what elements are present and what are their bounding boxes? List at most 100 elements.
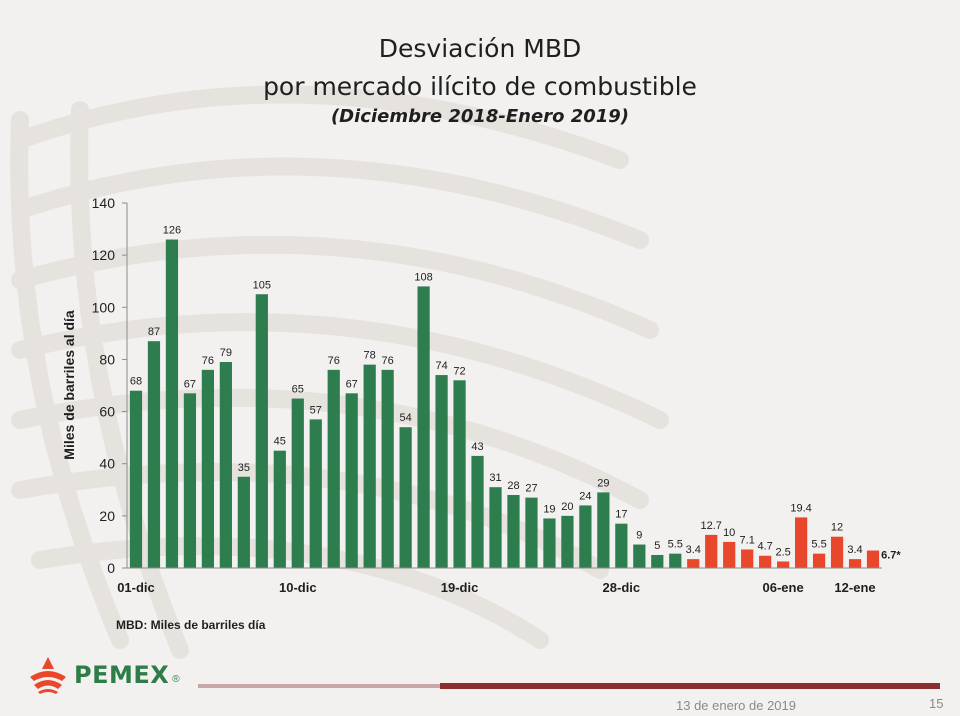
data-label: 10 [723, 527, 735, 539]
data-label: 2.5 [775, 546, 790, 558]
bar [147, 341, 161, 568]
bar [183, 393, 197, 568]
y-tick-label: 120 [92, 247, 116, 263]
bar [866, 550, 880, 568]
data-label: 74 [435, 360, 447, 372]
data-label: 68 [130, 376, 142, 388]
bar [291, 398, 304, 568]
x-tick-label: 19-dic [441, 580, 479, 595]
data-label: 65 [292, 384, 304, 396]
data-label: 87 [148, 326, 160, 338]
bar [777, 561, 790, 568]
bar [327, 369, 340, 568]
bar [525, 497, 538, 568]
data-label: 78 [364, 350, 376, 362]
subtitle: (Diciembre 2018-Enero 2019) [330, 106, 630, 127]
data-label: 57 [310, 404, 322, 416]
bar [705, 534, 718, 568]
data-label: 108 [414, 271, 432, 283]
bar [435, 375, 448, 568]
bar [794, 517, 808, 568]
data-label: 19.4 [790, 502, 811, 514]
data-label: 31 [489, 472, 501, 484]
bar [453, 380, 466, 568]
data-label: 4.7 [758, 541, 773, 553]
data-label: 5 [654, 540, 660, 552]
y-tick-label: 0 [107, 560, 115, 576]
bar [579, 505, 592, 568]
x-tick-label: 12-ene [834, 580, 875, 595]
bar [723, 541, 736, 568]
y-axis-title: Miles de barriles al día [61, 310, 77, 460]
x-axis: 01-dic 10-dic 19-dic 28-dic 06-ene 12-ene [117, 567, 882, 595]
data-label: 19 [543, 503, 555, 515]
data-label: 5.5 [811, 539, 826, 551]
footer-bar-dark [440, 683, 940, 689]
data-label: 28 [507, 480, 519, 492]
data-label: 6.7* [881, 550, 901, 562]
bar [129, 390, 143, 568]
data-label: 17 [615, 509, 627, 521]
data-label: 79 [220, 347, 232, 359]
bar [345, 393, 358, 568]
bar [741, 549, 754, 568]
bar [561, 515, 574, 568]
bar [165, 239, 179, 568]
bar [381, 369, 394, 568]
y-tick-label: 100 [92, 299, 116, 315]
title-line-2: por mercado ilícito de combustible [263, 72, 697, 101]
data-label: 7.1 [740, 534, 755, 546]
data-label: 67 [184, 378, 196, 390]
bar [273, 450, 286, 568]
title-line-1: Desviación MBD [378, 34, 582, 63]
y-tick-label: 40 [99, 456, 115, 472]
bar [363, 364, 376, 568]
x-tick-label: 01-dic [117, 580, 155, 595]
data-label: 45 [274, 436, 286, 448]
y-tick-label: 60 [99, 404, 115, 420]
bar [507, 495, 520, 568]
data-label: 29 [597, 477, 609, 489]
bar [489, 487, 502, 568]
bar [471, 455, 484, 568]
data-label: 24 [579, 490, 591, 502]
bar [830, 536, 844, 568]
pemex-logo: PEMEX ® [26, 652, 180, 698]
bar [687, 559, 700, 568]
bar [255, 294, 268, 568]
footnote-mbd: MBD: Miles de barriles día [116, 618, 266, 632]
pemex-wordmark: PEMEX [74, 661, 170, 689]
x-tick-label: 28-dic [603, 580, 641, 595]
y-tick-label: 20 [99, 508, 115, 524]
footer-bar-light [198, 684, 440, 688]
data-label: 76 [328, 355, 340, 367]
data-label: 72 [453, 365, 465, 377]
data-label: 43 [471, 441, 483, 453]
bar [309, 419, 322, 568]
bar [633, 544, 646, 568]
data-label: 67 [346, 378, 358, 390]
data-label: 12 [831, 522, 843, 534]
bar [759, 555, 772, 568]
data-label: 76 [202, 355, 214, 367]
y-tick-label: 80 [99, 351, 115, 367]
bar [651, 554, 664, 568]
data-label: 3.4 [847, 544, 862, 556]
data-label: 76 [382, 355, 394, 367]
bar [219, 362, 232, 568]
bars [129, 239, 880, 568]
footer-date: 13 de enero de 2019 [676, 698, 796, 713]
bar [237, 476, 250, 568]
y-tick-label: 140 [92, 195, 116, 211]
data-label: 105 [253, 279, 271, 291]
data-label: 27 [525, 483, 537, 495]
bar [597, 492, 610, 568]
data-label: 3.4 [686, 544, 701, 556]
bar [669, 553, 682, 568]
y-axis: 0 20 40 60 80 100 120 140 [92, 195, 128, 576]
bar [812, 553, 826, 568]
bar [848, 559, 862, 568]
